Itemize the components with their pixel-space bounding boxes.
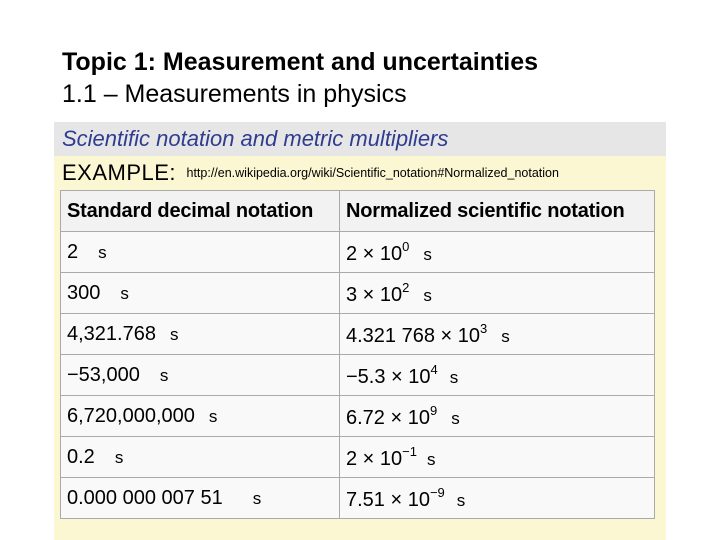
- subtitle-bar: Scientific notation and metric multiplie…: [54, 122, 666, 156]
- header-decimal: Standard decimal notation: [60, 190, 340, 232]
- exponent-value: 9: [429, 402, 438, 418]
- exponent-value: −9: [429, 484, 445, 500]
- unit-label: s: [449, 367, 459, 387]
- slide-title: Topic 1: Measurement and uncertainties 1…: [62, 46, 682, 110]
- table-row: −53,000 s −5.3 × 104 s: [60, 354, 655, 396]
- mantissa-value: 2 × 10: [346, 242, 403, 265]
- decimal-cell: −53,000 s: [60, 354, 340, 396]
- scientific-cell: −5.3 × 104 s: [339, 354, 655, 396]
- table-row: 300 s 3 × 102 s: [60, 272, 655, 314]
- exponent-value: 0: [402, 238, 410, 254]
- decimal-value: 4,321.768: [67, 322, 156, 345]
- scientific-cell: 2 × 10−1 s: [339, 436, 655, 478]
- unit-label: s: [252, 488, 262, 508]
- notation-table: Standard decimal notation Normalized sci…: [60, 190, 655, 519]
- example-link[interactable]: http://en.wikipedia.org/wiki/Scientific_…: [186, 166, 559, 180]
- mantissa-value: 3 × 10: [346, 283, 403, 306]
- mantissa-value: 2 × 10: [346, 447, 403, 470]
- decimal-cell: 6,720,000,000 s: [60, 395, 340, 437]
- decimal-value: 300: [67, 281, 101, 304]
- unit-label: s: [208, 406, 218, 426]
- table-row: 0.000 000 007 51 s 7.51 × 10−9 s: [60, 477, 655, 519]
- exponent-value: 3: [480, 320, 488, 336]
- unit-label: s: [120, 283, 129, 303]
- exponent-value: 4: [430, 361, 438, 377]
- header-scientific: Normalized scientific notation: [339, 190, 655, 232]
- decimal-value: 2: [67, 240, 79, 263]
- scientific-cell: 3 × 102 s: [339, 272, 655, 314]
- unit-label: s: [114, 447, 124, 467]
- table-row: 6,720,000,000 s 6.72 × 109 s: [60, 395, 655, 437]
- exponent-value: 2: [402, 279, 410, 295]
- mantissa-value: 6.72 × 10: [346, 406, 430, 429]
- unit-label: s: [501, 326, 510, 346]
- table-header-row: Standard decimal notation Normalized sci…: [60, 190, 655, 232]
- mantissa-value: 7.51 × 10: [346, 488, 430, 511]
- unit-label: s: [159, 365, 169, 385]
- mantissa-value: 4.321 768 × 10: [346, 324, 481, 347]
- unit-label: s: [423, 285, 432, 305]
- topic-heading: Topic 1: Measurement and uncertainties: [62, 48, 539, 76]
- unit-label: s: [456, 490, 466, 510]
- mantissa-value: −5.3 × 10: [346, 365, 431, 388]
- section-heading: 1.1 – Measurements in physics: [62, 80, 407, 108]
- example-label: EXAMPLE:: [62, 160, 177, 185]
- unit-label: s: [169, 324, 179, 344]
- unit-label: s: [451, 408, 460, 428]
- scientific-cell: 7.51 × 10−9 s: [339, 477, 655, 519]
- decimal-value: 6,720,000,000: [67, 404, 195, 427]
- decimal-cell: 4,321.768 s: [60, 313, 340, 355]
- unit-label: s: [98, 242, 107, 262]
- decimal-cell: 300 s: [60, 272, 340, 314]
- table-row: 0.2 s 2 × 10−1 s: [60, 436, 655, 478]
- unit-label: s: [423, 244, 432, 264]
- exponent-value: −1: [402, 443, 417, 459]
- decimal-value: −53,000: [67, 363, 140, 386]
- decimal-value: 0.2: [67, 445, 95, 468]
- scientific-cell: 6.72 × 109 s: [339, 395, 655, 437]
- scientific-cell: 4.321 768 × 103 s: [339, 313, 655, 355]
- decimal-value: 0.000 000 007 51: [67, 486, 223, 509]
- decimal-cell: 0.2 s: [60, 436, 340, 478]
- subtitle: Scientific notation and metric multiplie…: [62, 126, 449, 151]
- table-row: 4,321.768 s 4.321 768 × 103 s: [60, 313, 655, 355]
- decimal-cell: 0.000 000 007 51 s: [60, 477, 340, 519]
- scientific-cell: 2 × 100 s: [339, 231, 655, 273]
- example-line: EXAMPLE: http://en.wikipedia.org/wiki/Sc…: [62, 160, 559, 186]
- unit-label: s: [427, 449, 436, 469]
